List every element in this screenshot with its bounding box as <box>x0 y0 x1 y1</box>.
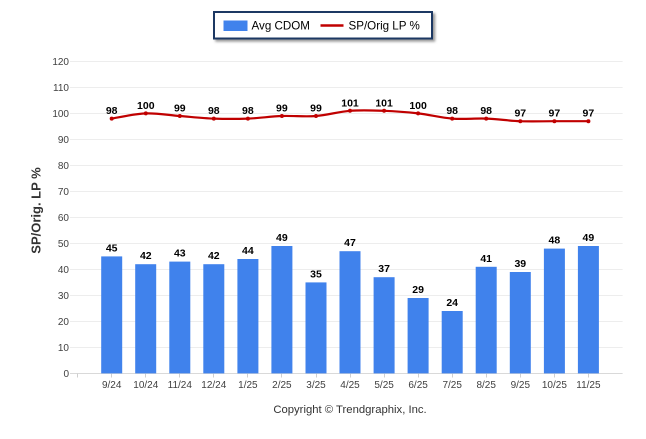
svg-text:43: 43 <box>174 248 186 260</box>
svg-text:4/25: 4/25 <box>340 380 360 391</box>
svg-text:48: 48 <box>549 235 561 247</box>
svg-text:60: 60 <box>58 213 70 224</box>
svg-text:49: 49 <box>583 232 595 244</box>
svg-text:2/25: 2/25 <box>272 380 292 391</box>
svg-text:Copyright © Trendgraphix, Inc.: Copyright © Trendgraphix, Inc. <box>273 404 426 416</box>
svg-text:42: 42 <box>208 250 220 262</box>
svg-text:120: 120 <box>52 57 69 68</box>
svg-text:3/25: 3/25 <box>306 380 326 391</box>
svg-text:20: 20 <box>58 317 70 328</box>
svg-text:11/25: 11/25 <box>576 380 601 391</box>
svg-text:29: 29 <box>412 284 424 296</box>
svg-text:98: 98 <box>106 105 118 117</box>
svg-text:35: 35 <box>310 268 322 280</box>
svg-text:49: 49 <box>276 232 288 244</box>
svg-text:80: 80 <box>58 161 70 172</box>
svg-text:101: 101 <box>375 97 393 109</box>
svg-text:110: 110 <box>53 83 69 94</box>
svg-text:12/24: 12/24 <box>201 380 226 391</box>
svg-text:41: 41 <box>480 253 492 265</box>
svg-text:37: 37 <box>378 263 390 275</box>
svg-text:6/25: 6/25 <box>408 380 428 391</box>
svg-text:42: 42 <box>140 250 152 262</box>
svg-text:101: 101 <box>341 97 359 109</box>
svg-text:10/24: 10/24 <box>133 380 158 391</box>
svg-text:97: 97 <box>549 108 561 120</box>
svg-text:40: 40 <box>58 265 70 276</box>
svg-text:0: 0 <box>63 369 69 380</box>
svg-text:30: 30 <box>58 291 70 302</box>
svg-text:7/25: 7/25 <box>442 380 462 391</box>
svg-text:10/25: 10/25 <box>542 380 567 391</box>
svg-text:Avg CDOM: Avg CDOM <box>252 20 310 33</box>
svg-text:97: 97 <box>514 108 526 120</box>
svg-text:47: 47 <box>344 237 356 249</box>
svg-text:99: 99 <box>174 103 186 115</box>
svg-text:10: 10 <box>58 343 70 354</box>
svg-text:90: 90 <box>58 135 70 146</box>
svg-text:50: 50 <box>58 239 70 250</box>
svg-text:70: 70 <box>58 187 70 198</box>
svg-text:98: 98 <box>446 105 458 117</box>
svg-text:SP/Orig LP %: SP/Orig LP % <box>349 20 420 33</box>
svg-text:98: 98 <box>208 105 220 117</box>
svg-text:11/24: 11/24 <box>168 380 193 391</box>
svg-text:45: 45 <box>106 242 118 254</box>
svg-text:5/25: 5/25 <box>374 380 394 391</box>
svg-text:39: 39 <box>514 258 526 270</box>
svg-text:100: 100 <box>52 109 69 120</box>
svg-text:44: 44 <box>242 245 254 257</box>
svg-text:97: 97 <box>583 108 595 120</box>
svg-text:24: 24 <box>446 297 458 309</box>
svg-text:1/25: 1/25 <box>238 380 258 391</box>
svg-text:98: 98 <box>480 105 492 117</box>
svg-text:99: 99 <box>276 103 288 115</box>
svg-text:9/25: 9/25 <box>511 380 531 391</box>
svg-text:SP/Orig. LP %: SP/Orig. LP % <box>29 167 44 254</box>
svg-text:99: 99 <box>310 103 322 115</box>
svg-text:100: 100 <box>409 100 427 112</box>
svg-text:9/24: 9/24 <box>102 380 122 391</box>
svg-text:98: 98 <box>242 105 254 117</box>
svg-text:8/25: 8/25 <box>476 380 496 391</box>
svg-text:100: 100 <box>137 100 155 112</box>
